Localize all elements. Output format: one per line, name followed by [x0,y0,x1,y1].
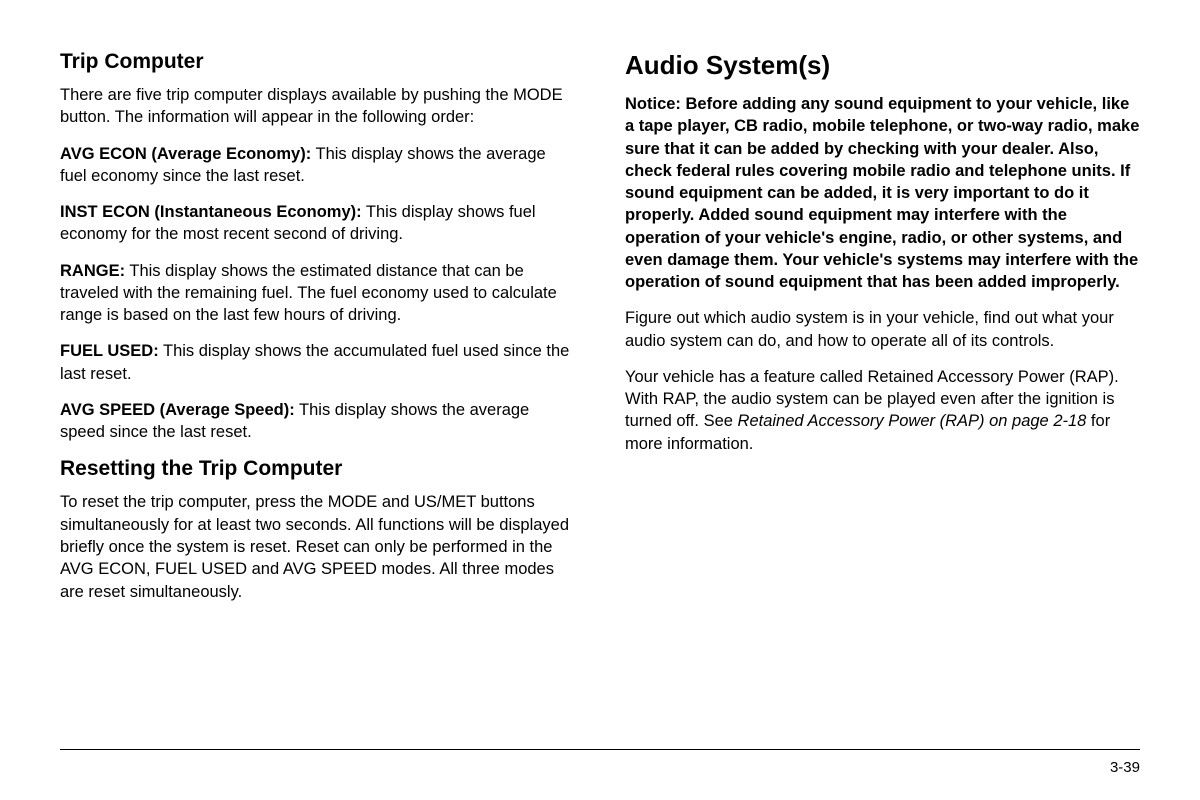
item-text: This display shows the estimated distanc… [60,262,557,325]
display-item-range: RANGE: This display shows the estimated … [60,260,575,327]
item-label: FUEL USED: [60,342,159,360]
resetting-text: To reset the trip computer, press the MO… [60,491,575,602]
display-item-inst-econ: INST ECON (Instantaneous Economy): This … [60,201,575,246]
footer-divider [60,749,1140,750]
audio-para-rap: Your vehicle has a feature called Retain… [625,366,1140,455]
notice-label: Notice: [625,95,681,113]
left-column: Trip Computer There are five trip comput… [60,50,575,730]
page-columns: Trip Computer There are five trip comput… [60,50,1140,730]
resetting-title: Resetting the Trip Computer [60,457,575,481]
item-label: AVG SPEED (Average Speed): [60,401,295,419]
item-label: AVG ECON (Average Economy): [60,145,311,163]
display-item-fuel-used: FUEL USED: This display shows the accumu… [60,340,575,385]
notice-block: Notice: Before adding any sound equipmen… [625,93,1140,293]
notice-text: Before adding any sound equipment to you… [625,95,1139,291]
display-item-avg-speed: AVG SPEED (Average Speed): This display … [60,399,575,444]
right-column: Audio System(s) Notice: Before adding an… [625,50,1140,730]
item-label: RANGE: [60,262,125,280]
audio-systems-title: Audio System(s) [625,50,1140,81]
item-label: INST ECON (Instantaneous Economy): [60,203,362,221]
trip-computer-intro: There are five trip computer displays av… [60,84,575,129]
rap-reference: Retained Accessory Power (RAP) on page 2… [738,412,1087,430]
display-item-avg-econ: AVG ECON (Average Economy): This display… [60,143,575,188]
audio-para-1: Figure out which audio system is in your… [625,307,1140,352]
trip-computer-title: Trip Computer [60,50,575,74]
page-number: 3-39 [1110,759,1140,776]
